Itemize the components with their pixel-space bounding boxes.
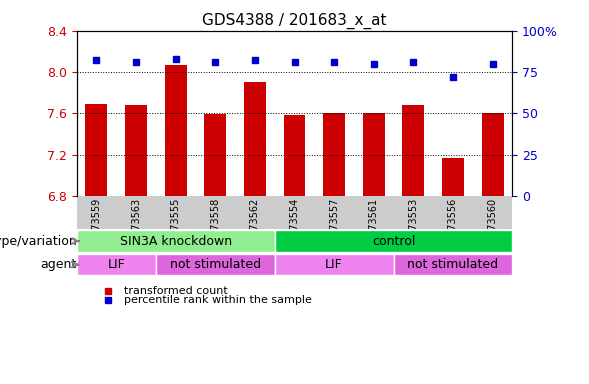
Text: LIF: LIF: [107, 258, 125, 271]
Bar: [274, 196, 315, 229]
Text: genotype/variation: genotype/variation: [0, 235, 77, 248]
Bar: [156, 196, 196, 229]
Text: GSM873562: GSM873562: [250, 198, 260, 257]
FancyBboxPatch shape: [77, 230, 274, 252]
Bar: [235, 196, 274, 229]
FancyBboxPatch shape: [274, 254, 393, 275]
Bar: [85, 104, 107, 196]
Title: GDS4388 / 201683_x_at: GDS4388 / 201683_x_at: [202, 13, 387, 29]
Bar: [244, 83, 266, 196]
Text: percentile rank within the sample: percentile rank within the sample: [124, 295, 312, 305]
Bar: [315, 196, 354, 229]
Text: GSM873557: GSM873557: [329, 198, 339, 257]
Text: LIF: LIF: [325, 258, 343, 271]
Bar: [473, 196, 512, 229]
Text: transformed count: transformed count: [124, 286, 228, 296]
Text: GSM873561: GSM873561: [369, 198, 379, 257]
Text: GSM873563: GSM873563: [131, 198, 141, 257]
FancyBboxPatch shape: [156, 254, 274, 275]
Text: SIN3A knockdown: SIN3A knockdown: [120, 235, 231, 248]
FancyBboxPatch shape: [77, 254, 156, 275]
Text: not stimulated: not stimulated: [408, 258, 498, 271]
Text: control: control: [372, 235, 415, 248]
Text: GSM873560: GSM873560: [488, 198, 498, 257]
Text: GSM873554: GSM873554: [290, 198, 299, 257]
Text: GSM873555: GSM873555: [171, 198, 181, 257]
Text: not stimulated: not stimulated: [170, 258, 261, 271]
Text: GSM873558: GSM873558: [210, 198, 220, 257]
Bar: [165, 65, 187, 196]
Bar: [402, 105, 424, 196]
Bar: [283, 116, 305, 196]
Bar: [433, 196, 473, 229]
Bar: [363, 113, 385, 196]
Text: GSM873553: GSM873553: [408, 198, 418, 257]
Bar: [196, 196, 235, 229]
Text: agent: agent: [40, 258, 77, 271]
Bar: [204, 114, 226, 196]
Text: GSM873556: GSM873556: [448, 198, 458, 257]
Bar: [116, 196, 156, 229]
FancyBboxPatch shape: [393, 254, 512, 275]
FancyBboxPatch shape: [274, 230, 512, 252]
Text: GSM873559: GSM873559: [91, 198, 101, 257]
Bar: [354, 196, 393, 229]
Bar: [482, 113, 504, 196]
Bar: [77, 196, 116, 229]
Bar: [393, 196, 433, 229]
Bar: [442, 158, 464, 196]
Bar: [125, 105, 147, 196]
Bar: [323, 113, 345, 196]
